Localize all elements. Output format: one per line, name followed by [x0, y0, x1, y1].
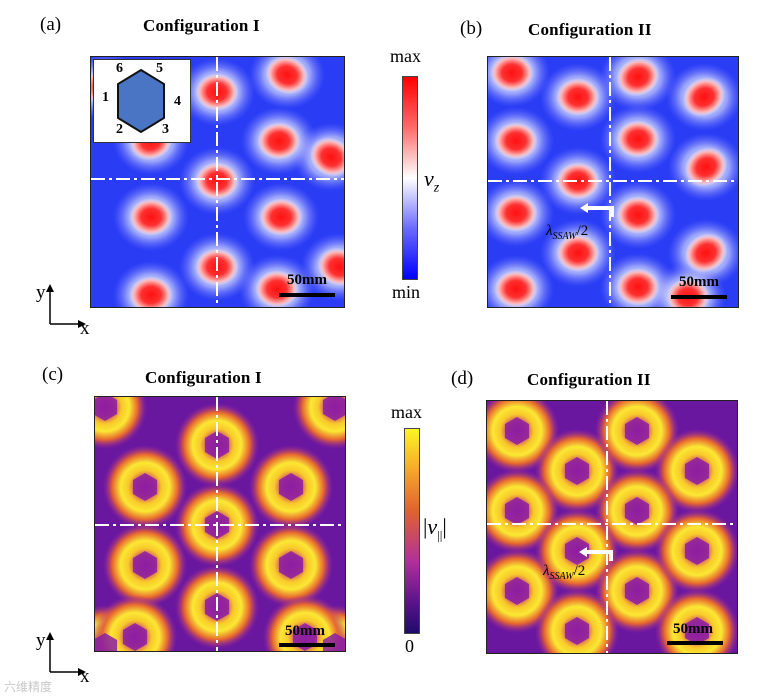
panel-c-ring-center — [278, 551, 304, 579]
panel-c-letter: (c) — [42, 364, 64, 385]
panel-a-title: Configuration I — [143, 16, 260, 35]
panel-d-ring-center — [684, 617, 710, 645]
panel-d-ring-center — [564, 617, 590, 645]
panel-d-ring-center — [504, 417, 530, 445]
panel-b-max-spot — [494, 270, 538, 307]
panel-b-max-spot — [684, 233, 728, 273]
axis-y-label-bottom: y — [36, 630, 46, 651]
panel-b-max-spot — [616, 57, 660, 97]
inset-number-4: 4 — [174, 94, 181, 109]
axes-indicator-bottom: y x — [30, 630, 90, 690]
hexagon-electrode-icon — [117, 68, 165, 134]
panel-d-ring-center — [684, 457, 710, 485]
panel-a-scale-label: 50mm — [287, 272, 327, 288]
panel-d-ring-center — [564, 537, 590, 565]
panel-a-max-spot — [129, 276, 173, 307]
panel-d-scale-bar — [667, 641, 723, 645]
panel-c-scale-bar — [279, 643, 335, 647]
colorbar-top — [402, 76, 418, 280]
panel-d-ring-center — [564, 457, 590, 485]
panel-d-map: λSSAW/2 50mm — [486, 400, 738, 654]
panel-c-ring-center — [278, 473, 304, 501]
panel-b-scale-bar — [671, 295, 727, 299]
panel-d-scale-label: 50mm — [673, 621, 713, 637]
panel-b-max-spot — [616, 196, 660, 234]
panel-b-map: λSSAW/2 50mm — [487, 56, 739, 308]
panel-b-letter: (b) — [460, 18, 483, 39]
panel-d-ring-center — [684, 537, 710, 565]
axis-x-label-bottom: x — [80, 666, 90, 687]
panel-c-ring-center — [322, 397, 345, 421]
axes-indicator-top: y x — [30, 282, 90, 342]
panel-a-map: 1 2 3 4 5 6 50mm — [90, 56, 345, 308]
panel-d-ring-center — [624, 497, 650, 525]
panel-b-max-spot — [494, 122, 538, 160]
panel-c-ring-center — [132, 551, 158, 579]
colorbar-top-min-label: min — [392, 282, 421, 302]
panel-c-ring-center — [122, 623, 148, 651]
panel-a-max-spot — [309, 137, 344, 177]
panel-b-title: Configuration II — [528, 20, 652, 39]
colorbar-bottom — [404, 428, 420, 634]
inset-number-2: 2 — [116, 122, 123, 137]
panel-b-max-spot — [616, 120, 660, 158]
panel-b-max-spot — [666, 278, 710, 307]
panel-c-map: 50mm — [94, 396, 346, 652]
panel-a-max-spot — [259, 198, 303, 236]
panel-c-ring-center — [204, 431, 230, 459]
panel-c-ring-center — [132, 473, 158, 501]
panel-d-letter: (d) — [451, 368, 474, 389]
inset-number-1: 1 — [102, 90, 109, 105]
panel-d-ring-center — [504, 497, 530, 525]
panel-a-max-spot — [255, 270, 299, 307]
panel-b-max-spot — [556, 162, 600, 200]
panel-d-title: Configuration II — [527, 370, 651, 389]
colorbar-bottom-max-label: max — [391, 402, 422, 422]
axis-x-label: x — [80, 318, 90, 339]
panel-b-max-spot — [684, 147, 728, 187]
colorbar-top-max-label: max — [390, 46, 421, 66]
inset-number-3: 3 — [162, 122, 169, 137]
panel-a-scale-bar — [279, 293, 335, 297]
colorbar-bottom-quantity: |v||| — [423, 514, 447, 543]
panel-a-max-spot — [257, 122, 301, 160]
panel-b-lambda-label: λSSAW/2 — [546, 223, 589, 242]
panel-b-scale-label: 50mm — [679, 274, 719, 290]
panel-c-title: Configuration I — [145, 368, 262, 387]
panel-d-lambda-label: λSSAW/2 — [543, 563, 586, 582]
panel-c-field — [95, 397, 345, 651]
colorbar-bottom-min-label: 0 — [405, 636, 414, 656]
panel-b-max-spot — [556, 78, 600, 116]
watermark: 六维精度 — [4, 680, 53, 694]
panel-d-ring-center — [624, 577, 650, 605]
panel-a-max-spot — [129, 198, 173, 236]
panel-c-ring-glow — [95, 595, 177, 651]
panel-b-field — [488, 57, 738, 307]
panel-a-letter: (a) — [40, 14, 62, 35]
panel-b-max-spot — [556, 234, 600, 272]
panel-d-ring-center — [624, 417, 650, 445]
panel-a-max-spot — [317, 247, 344, 287]
electrode-inset: 1 2 3 4 5 6 — [93, 59, 191, 143]
panel-d-ring-center — [504, 577, 530, 605]
panel-c-ring-center — [95, 397, 118, 421]
panel-d-field — [487, 401, 737, 653]
axis-y-label: y — [36, 282, 46, 303]
panel-c-scale-label: 50mm — [285, 623, 325, 639]
inset-number-5: 5 — [156, 61, 163, 76]
panel-b-max-spot — [494, 194, 538, 232]
panel-b-max-spot — [616, 268, 660, 306]
panel-b-max-spot — [490, 57, 534, 92]
panel-a-max-spot — [195, 162, 239, 200]
panel-a-max-spot — [265, 57, 309, 95]
panel-c-ring-center — [95, 633, 118, 651]
panel-b-max-spot — [682, 77, 726, 117]
colorbar-top-quantity: vz — [424, 166, 440, 196]
inset-number-6: 6 — [116, 61, 123, 76]
panel-c-ring-glow — [263, 595, 345, 651]
